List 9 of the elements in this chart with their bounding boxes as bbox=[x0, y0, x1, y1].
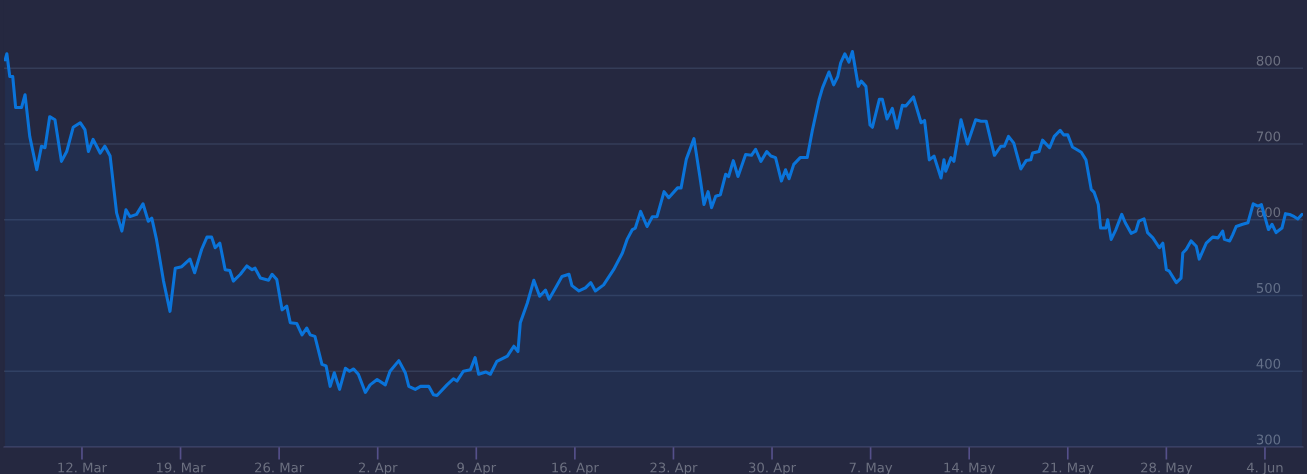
y-tick-label: 700 bbox=[1256, 131, 1281, 142]
y-tick-label: 500 bbox=[1256, 282, 1281, 293]
x-tick-label: 26. Mar bbox=[255, 462, 305, 473]
x-tick-label: 12. Mar bbox=[58, 462, 107, 473]
x-tick-label: 4. Jun bbox=[1246, 462, 1283, 474]
y-tick-label: 400 bbox=[1256, 358, 1281, 369]
y-tick-label: 300 bbox=[1256, 434, 1281, 445]
x-tick-label: 19. Mar bbox=[156, 462, 206, 473]
y-tick-label: 800 bbox=[1256, 55, 1281, 66]
